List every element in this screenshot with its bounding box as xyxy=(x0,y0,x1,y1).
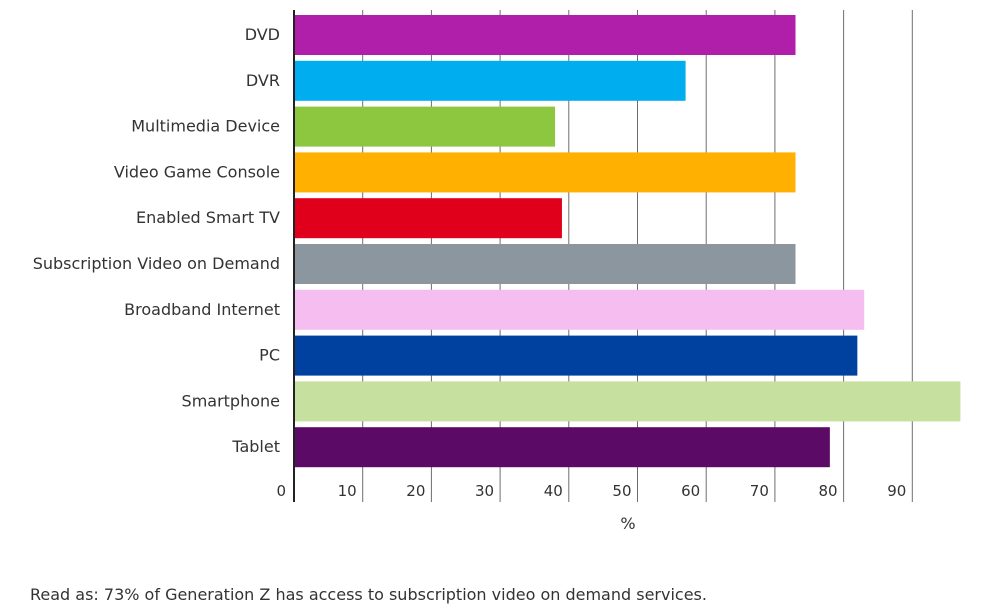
x-tick-label: 40 xyxy=(544,482,563,500)
category-label: DVR xyxy=(246,71,280,90)
x-tick-label: 60 xyxy=(681,482,700,500)
x-axis-title: % xyxy=(620,514,635,533)
category-labels: DVD DVR Multimedia Device Video Game Consol… xyxy=(33,25,280,456)
bar xyxy=(295,335,858,376)
bar xyxy=(295,198,562,239)
category-label: Subscription Video on Demand xyxy=(33,254,280,273)
category-label: Enabled Smart TV xyxy=(136,208,280,227)
x-tick-label: 70 xyxy=(750,482,769,500)
bars xyxy=(295,15,961,468)
bar xyxy=(295,289,865,330)
bar xyxy=(295,106,556,147)
bar xyxy=(295,381,961,422)
x-tick-label: 80 xyxy=(819,482,838,500)
x-tick-label: 20 xyxy=(406,482,425,500)
bar-chart: DVD DVR Multimedia Device Video Game Consol… xyxy=(33,10,961,533)
bar xyxy=(295,152,796,193)
x-tick-label: 90 xyxy=(887,482,906,500)
bar xyxy=(295,244,796,284)
bar xyxy=(295,15,796,55)
x-tick-labels: 0 10 20 30 40 50 60 70 80 90 xyxy=(276,482,906,500)
category-label: Video Game Console xyxy=(114,162,280,181)
category-label: PC xyxy=(259,346,280,365)
read-as-note: Read as: 73% of Generation Z has access … xyxy=(30,585,707,604)
bar xyxy=(295,60,686,101)
x-tick-label: 50 xyxy=(612,482,631,500)
category-label: Multimedia Device xyxy=(131,117,280,136)
category-label: Broadband Internet xyxy=(124,300,280,319)
category-label: Tablet xyxy=(231,437,280,456)
category-label: DVD xyxy=(245,25,280,44)
x-tick-label: 10 xyxy=(338,482,357,500)
bar xyxy=(295,427,830,468)
x-tick-label: 30 xyxy=(475,482,494,500)
x-tick-label: 0 xyxy=(276,482,286,500)
category-label: Smartphone xyxy=(182,391,280,410)
